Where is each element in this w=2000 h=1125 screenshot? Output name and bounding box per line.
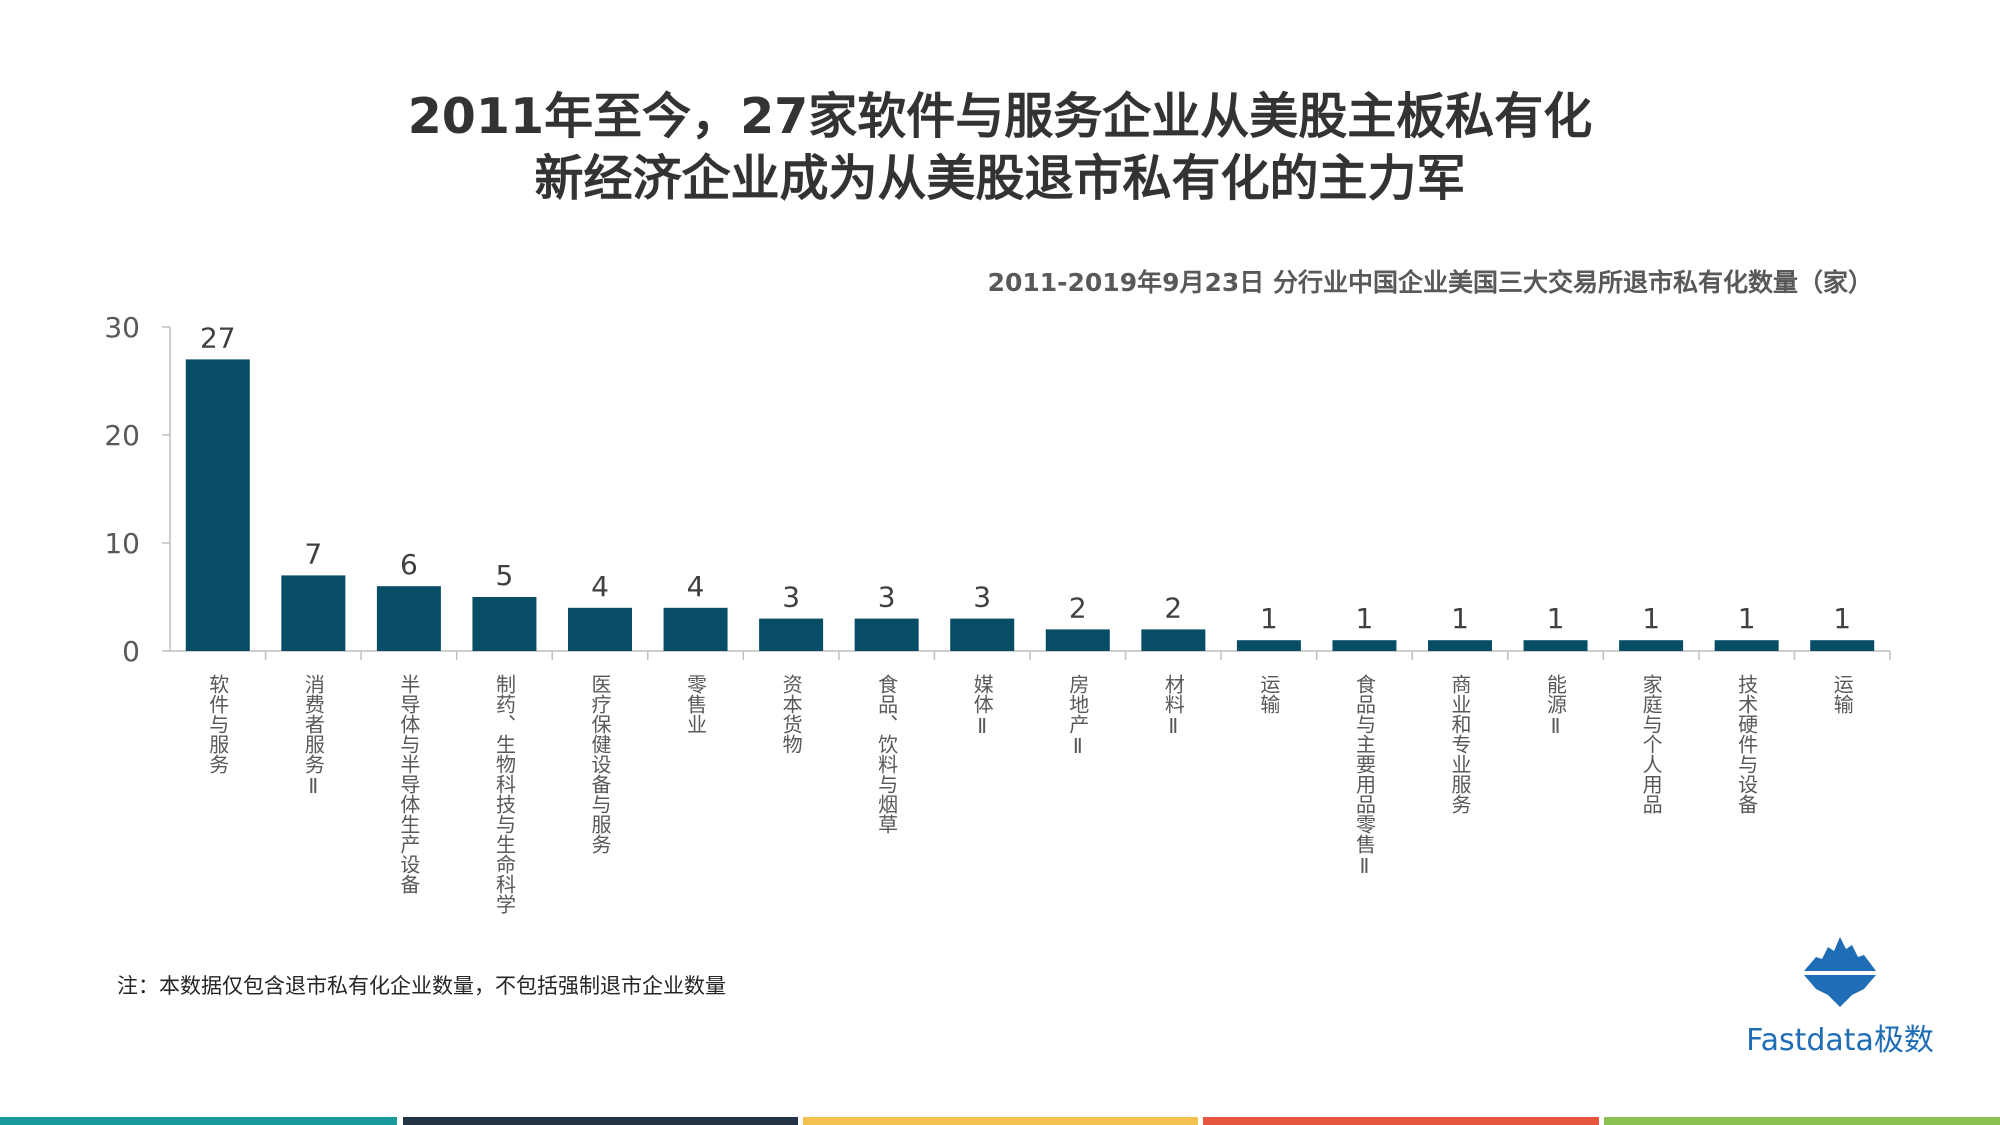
bar: [472, 597, 537, 651]
bar: [1810, 640, 1875, 651]
bar: [1332, 640, 1397, 651]
chart-subtitle: 2011-2019年9月23日 分行业中国企业美国三大交易所退市私有化数量（家）: [987, 268, 1873, 297]
x-tick-label: 运输: [1830, 674, 1854, 714]
bar: [1523, 640, 1588, 651]
footnote: 注：本数据仅包含退市私有化企业数量，不包括强制退市企业数量: [117, 974, 726, 998]
bar: [1236, 640, 1301, 651]
y-tick-label: 10: [104, 527, 140, 560]
footer-bar-4: [1203, 1117, 1599, 1125]
footer-bar-2: [403, 1117, 798, 1125]
y-tick-label: 0: [122, 635, 140, 668]
x-tick-label: 食品与主要用品零售Ⅱ: [1352, 674, 1376, 878]
data-label: 4: [591, 570, 609, 603]
bar: [1714, 640, 1779, 651]
data-label: 2: [1164, 591, 1182, 624]
x-tick-label: 媒体Ⅱ: [970, 674, 994, 738]
x-tick-label: 材料Ⅱ: [1161, 674, 1185, 738]
bar: [281, 575, 346, 651]
x-tick-label: 房地产Ⅱ: [1066, 674, 1090, 758]
bar: [376, 586, 441, 651]
footer-bar-5: [1604, 1117, 2000, 1125]
footer-bar-1: [0, 1117, 397, 1125]
bar: [1045, 629, 1110, 651]
bar: [185, 359, 250, 651]
brand-logo: Fastdata极数: [1720, 933, 1960, 1058]
footer-color-strip: [0, 1117, 2000, 1125]
data-label: 1: [1738, 602, 1756, 635]
data-label: 27: [200, 321, 236, 354]
x-tick-label: 医疗保健设备与服务: [588, 674, 612, 854]
x-tick-label: 能源Ⅱ: [1544, 674, 1568, 738]
x-tick-label: 商业和专业服务: [1448, 674, 1472, 814]
x-tick-label: 运输: [1257, 674, 1281, 714]
bar: [568, 607, 632, 651]
x-tick-label: 软件与服务: [206, 674, 230, 774]
title-line-2: 新经济企业成为从美股退市私有化的主力军: [534, 150, 1466, 207]
data-label: 1: [1451, 602, 1469, 635]
x-tick-label: 消费者服务Ⅱ: [301, 674, 325, 798]
data-label: 5: [496, 559, 514, 592]
x-tick-label: 半导体与半导体生产设备: [397, 674, 421, 894]
y-tick-label: 20: [104, 419, 140, 452]
data-label: 1: [1260, 602, 1278, 635]
data-label: 1: [1356, 602, 1374, 635]
footer-bar-3: [803, 1117, 1198, 1125]
data-label: 3: [878, 581, 896, 614]
data-label: 2: [1069, 591, 1087, 624]
bar: [1428, 640, 1492, 651]
bar-chart: 0 10 20 30 27 软件与服务 7 消费者服务Ⅱ 6 半导体与半导体生产设备 5 制药、生物科…: [104, 311, 1891, 914]
x-tick-label: 资本货物: [779, 674, 803, 754]
data-label: 1: [1642, 602, 1660, 635]
bar: [854, 618, 919, 651]
title-line-1: 2011年至今，27家软件与服务企业从美股主板私有化: [407, 88, 1593, 145]
x-tick-label: 技术硬件与设备: [1735, 674, 1759, 814]
x-tick-label: 制药、生物科技与生命科学: [492, 674, 516, 914]
bar: [1619, 640, 1684, 651]
data-label: 1: [1833, 602, 1851, 635]
page-title: 2011年至今，27家软件与服务企业从美股主板私有化 新经济企业成为从美股退市私…: [0, 86, 2000, 210]
bar: [759, 618, 824, 651]
data-label: 4: [687, 570, 705, 603]
data-label: 1: [1547, 602, 1565, 635]
iceberg-logo-icon: [1800, 937, 1880, 1007]
data-label: 7: [304, 537, 322, 570]
brand-name: Fastdata极数: [1746, 1023, 1934, 1058]
data-label: 6: [400, 548, 418, 581]
bar: [663, 607, 728, 651]
bar: [1141, 629, 1206, 651]
x-tick-label: 食品、饮料与烟草: [875, 674, 899, 834]
y-tick-label: 30: [104, 311, 140, 344]
data-label: 3: [973, 581, 991, 614]
x-tick-label: 零售业: [684, 674, 708, 734]
x-tick-label: 家庭与个人用品: [1639, 674, 1663, 814]
bar: [950, 618, 1015, 651]
data-label: 3: [782, 581, 800, 614]
